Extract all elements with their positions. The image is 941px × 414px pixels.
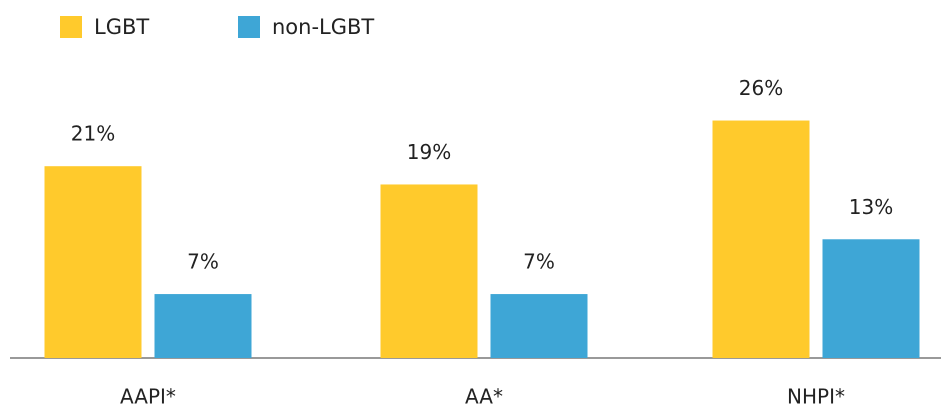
bar	[154, 294, 252, 358]
bar	[712, 120, 810, 359]
legend-swatch	[238, 16, 260, 38]
value-label: 13%	[849, 195, 893, 219]
x-tick-label: AAPI*	[120, 385, 176, 409]
x-tick-label: AA*	[465, 385, 503, 409]
value-label: 7%	[523, 250, 555, 274]
bar	[380, 184, 478, 358]
value-label: 21%	[71, 122, 115, 146]
bar	[44, 166, 142, 358]
bar	[490, 294, 588, 358]
legend-label: non-LGBT	[272, 15, 374, 39]
legend-swatch	[60, 16, 82, 38]
value-label: 7%	[187, 250, 219, 274]
bar	[822, 239, 920, 358]
value-label: 19%	[407, 140, 451, 164]
value-label: 26%	[739, 76, 783, 100]
legend-label: LGBT	[94, 15, 149, 39]
x-tick-label: NHPI*	[787, 385, 845, 409]
